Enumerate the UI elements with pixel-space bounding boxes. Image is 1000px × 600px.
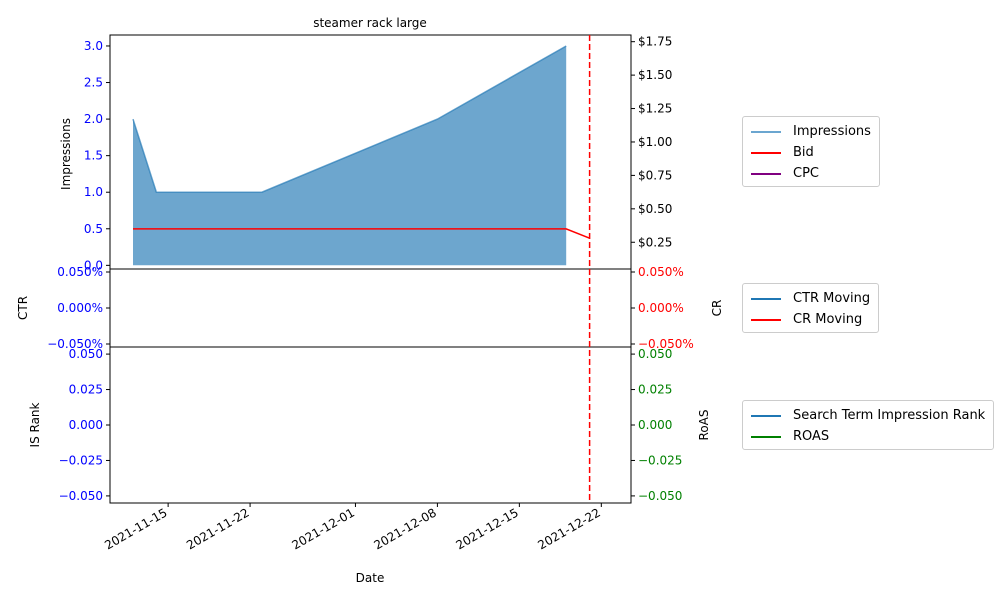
- impressions-y-tick-label: 3.0: [84, 39, 103, 53]
- y-axis-label-impressions: Impressions: [59, 118, 73, 190]
- legend-item: Search Term Impression Rank: [751, 405, 985, 426]
- legend-item: ROAS: [751, 426, 985, 447]
- legend-swatch: [751, 297, 781, 300]
- legend-swatch: [751, 318, 781, 321]
- roas-y-tick-label: −0.025: [638, 453, 682, 467]
- roas-y-tick-label: 0.025: [638, 383, 672, 397]
- is-rank-y-tick-label: 0.025: [69, 383, 103, 397]
- legend-item: CTR Moving: [751, 288, 870, 309]
- bid-y-tick-label: $0.75: [638, 168, 672, 182]
- x-tick-label: 2021-12-22: [535, 505, 602, 552]
- y-axis-label-ctr: CTR: [16, 296, 30, 320]
- legend-item: CPC: [751, 163, 871, 184]
- legend-swatch: [751, 435, 781, 438]
- legend-item: Bid: [751, 142, 871, 163]
- legend-label: Bid: [793, 145, 814, 160]
- ctr-y-tick-label: 0.000%: [57, 301, 103, 315]
- bid-y-tick-label: $1.50: [638, 68, 672, 82]
- bid-y-tick-label: $0.25: [638, 235, 672, 249]
- bid-line: [133, 228, 590, 239]
- is-rank-y-tick-label: 0.000: [69, 418, 103, 432]
- legend-label: Impressions: [793, 124, 871, 139]
- bid-y-tick-label: $1.75: [638, 35, 672, 49]
- x-tick-label: 2021-12-08: [371, 505, 438, 552]
- legend-swatch: [751, 414, 781, 417]
- cr-y-tick-label: 0.000%: [638, 301, 684, 315]
- is-rank-y-tick-label: 0.050: [69, 347, 103, 361]
- roas-y-tick-label: 0.050: [638, 347, 672, 361]
- impressions-y-tick-label: 2.5: [84, 76, 103, 90]
- chart-title: steamer rack large: [313, 16, 427, 30]
- panel-frame-bottom: [109, 346, 632, 504]
- bid-y-tick-label: $1.00: [638, 135, 672, 149]
- legend-bottom: Search Term Impression Rank ROAS: [742, 400, 995, 450]
- impressions-line: [132, 45, 567, 193]
- x-tick-label: 2021-12-01: [290, 505, 357, 552]
- x-tick-label: 2021-11-15: [102, 505, 169, 552]
- legend-label: ROAS: [793, 429, 830, 444]
- legend-label: CR Moving: [793, 312, 863, 327]
- impressions-y-tick-label: 0.0: [84, 258, 103, 272]
- x-tick-label: 2021-11-22: [184, 505, 251, 552]
- legend-middle: CTR Moving CR Moving: [742, 283, 880, 333]
- is-rank-y-tick-label: −0.025: [59, 453, 103, 467]
- impressions-y-tick-label: 1.0: [84, 185, 103, 199]
- roas-y-tick-label: −0.050: [638, 489, 682, 503]
- legend-swatch: [751, 151, 781, 154]
- x-axis-label: Date: [356, 571, 385, 585]
- legend-item: Impressions: [751, 121, 871, 142]
- cr-y-tick-label: 0.050%: [638, 265, 684, 279]
- bid-y-tick-label: $0.50: [638, 202, 672, 216]
- legend-label: CPC: [793, 166, 819, 181]
- y-axis-label-is-rank: IS Rank: [28, 402, 42, 447]
- roas-y-tick-label: 0.000: [638, 418, 672, 432]
- y-axis-label-cr: CR: [710, 300, 724, 317]
- legend-item: CR Moving: [751, 309, 870, 330]
- legend-label: Search Term Impression Rank: [793, 408, 986, 423]
- x-tick-label: 2021-12-15: [453, 505, 520, 552]
- legend-swatch: [751, 172, 781, 175]
- bid-y-tick-label: $1.25: [638, 102, 672, 116]
- legend-swatch: [751, 130, 781, 133]
- ctr-y-tick-label: −0.050%: [47, 337, 103, 351]
- legend-label: CTR Moving: [793, 291, 871, 306]
- panel-frame-middle: [109, 268, 632, 348]
- ctr-y-tick-label: 0.050%: [57, 265, 103, 279]
- cr-y-tick-label: −0.050%: [638, 337, 694, 351]
- y-axis-label-roas: RoAS: [697, 410, 711, 441]
- impressions-y-tick-label: 2.0: [84, 112, 103, 126]
- impressions-y-tick-label: 1.5: [84, 149, 103, 163]
- impressions-y-tick-label: 0.5: [84, 222, 103, 236]
- is-rank-y-tick-label: −0.050: [59, 489, 103, 503]
- legend-top: Impressions Bid CPC: [742, 116, 880, 187]
